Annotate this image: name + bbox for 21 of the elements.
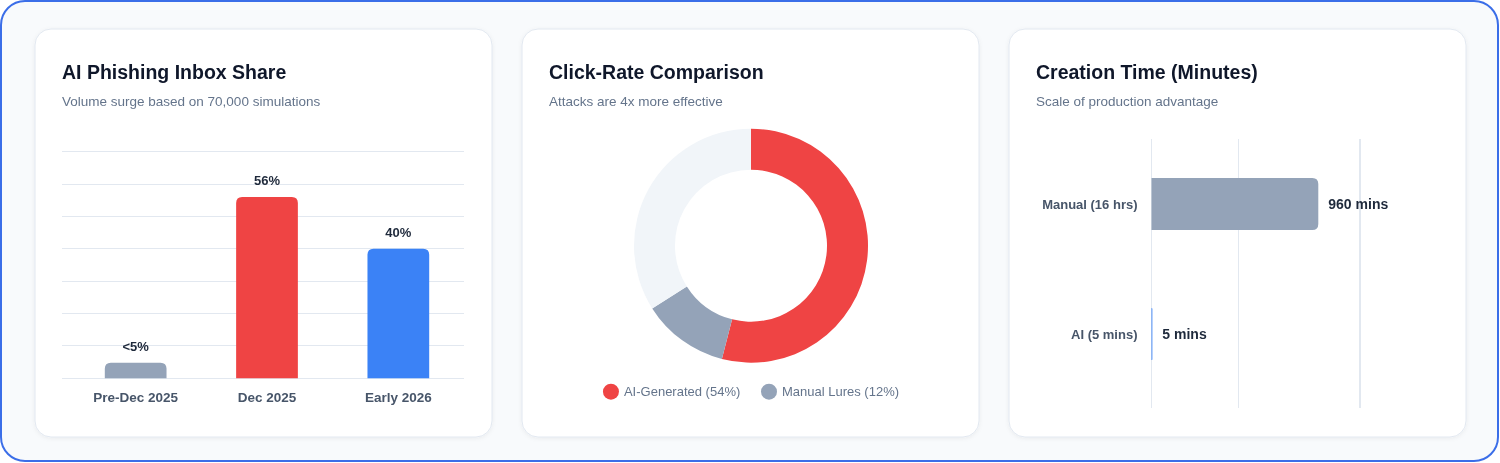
donut-slice [652, 286, 733, 360]
x-tick-label: Early 2026 [364, 390, 433, 406]
data-label: <5% [122, 338, 150, 354]
data-label: 40% [385, 224, 412, 240]
y-tick-label: Manual (16 hrs) [1042, 196, 1138, 212]
donut-slice [634, 128, 751, 309]
y-tick-label: AI (5 mins) [1071, 326, 1138, 342]
chart-subtitle: Attacks are 4x more effective [549, 93, 723, 109]
chart-subtitle: Volume surge based on 70,000 simulations [62, 93, 321, 109]
legend-label: AI-Generated (54%) [623, 384, 741, 400]
x-tick-label: Pre-Dec 2025 [93, 390, 179, 406]
donut-slice [721, 128, 868, 363]
chart-subtitle: Scale of production advantage [1036, 93, 1219, 109]
data-label: 5 mins [1162, 325, 1207, 342]
data-label: 960 mins [1328, 195, 1389, 212]
chart-title: Creation Time (Minutes) [1036, 61, 1258, 83]
data-label: 56% [253, 173, 281, 189]
x-tick-label: Dec 2025 [237, 390, 297, 406]
chart-title: Click-Rate Comparison [549, 61, 764, 83]
legend-label: Manual Lures (12%) [781, 384, 900, 400]
chart-title: AI Phishing Inbox Share [62, 61, 287, 83]
